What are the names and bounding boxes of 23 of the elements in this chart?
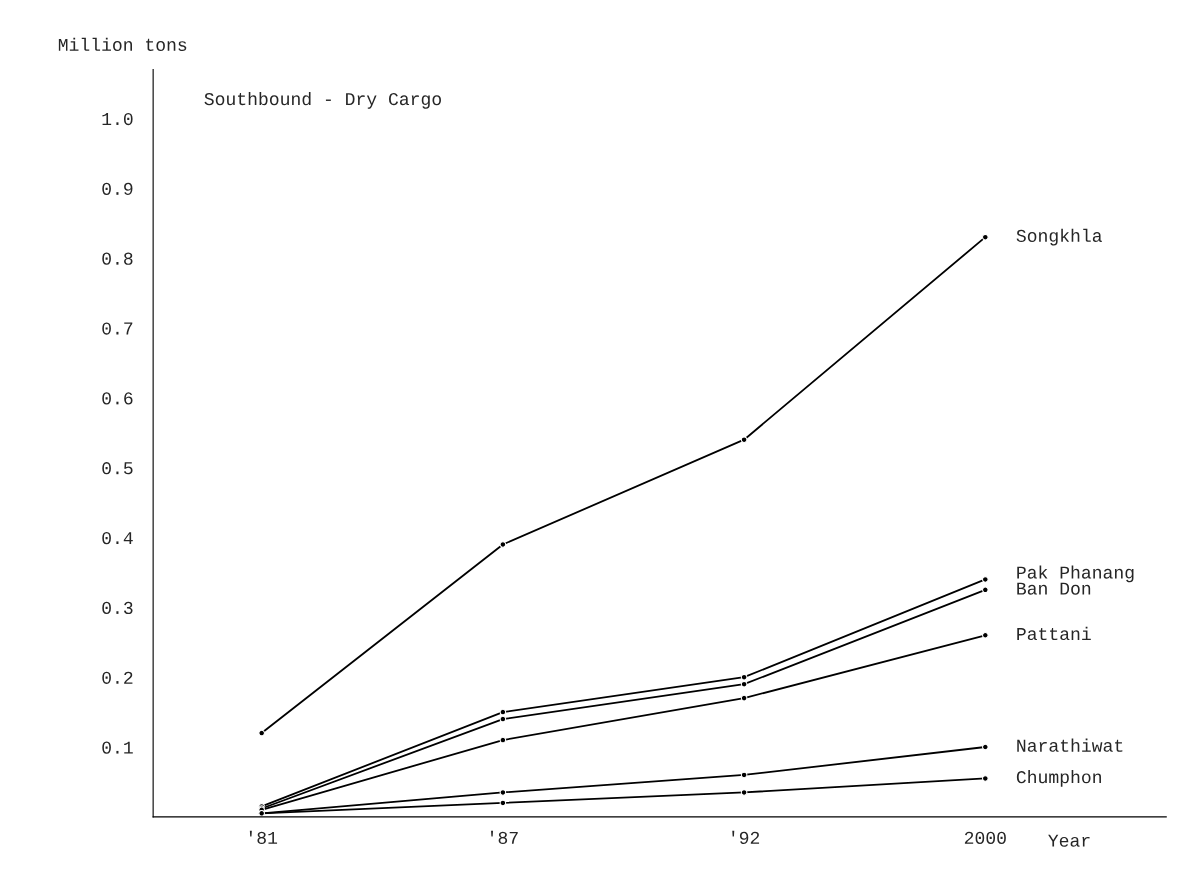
text: Southbound - Dry Cargo (204, 91, 441, 109)
x-tick-label: '81 (249, 830, 278, 845)
y-tick-label: 0.5 (102, 462, 133, 475)
y-tick-label: 0.7 (102, 322, 133, 335)
series-label: Songkhla (1016, 228, 1102, 246)
y-axis-title: Million tons (58, 37, 187, 51)
y-tick-label: 0.9 (102, 182, 133, 195)
y-tick-label: 0.2 (102, 671, 133, 684)
y-tick-label: 0.3 (102, 601, 133, 615)
series-label: Chumphon (1016, 770, 1101, 787)
x-axis-title: Year (1048, 834, 1090, 847)
series-label: Pattani (1017, 626, 1091, 641)
series-label: Narathiwat (1017, 738, 1123, 752)
y-tick-label: 0.1 (102, 741, 133, 754)
y-tick-label: 0.4 (102, 531, 133, 545)
y-tick-label: 0.6 (102, 392, 133, 405)
y-tick-label: 1.0 (102, 112, 133, 126)
x-tick-label: '92 (732, 830, 760, 845)
x-tick-label: 2000 (964, 831, 1006, 845)
series-label: Ban Don (1017, 582, 1091, 595)
series-label: Pak Phanang (1017, 565, 1134, 583)
y-tick-label: 0.8 (102, 252, 133, 265)
x-tick-label: '87 (491, 830, 518, 845)
